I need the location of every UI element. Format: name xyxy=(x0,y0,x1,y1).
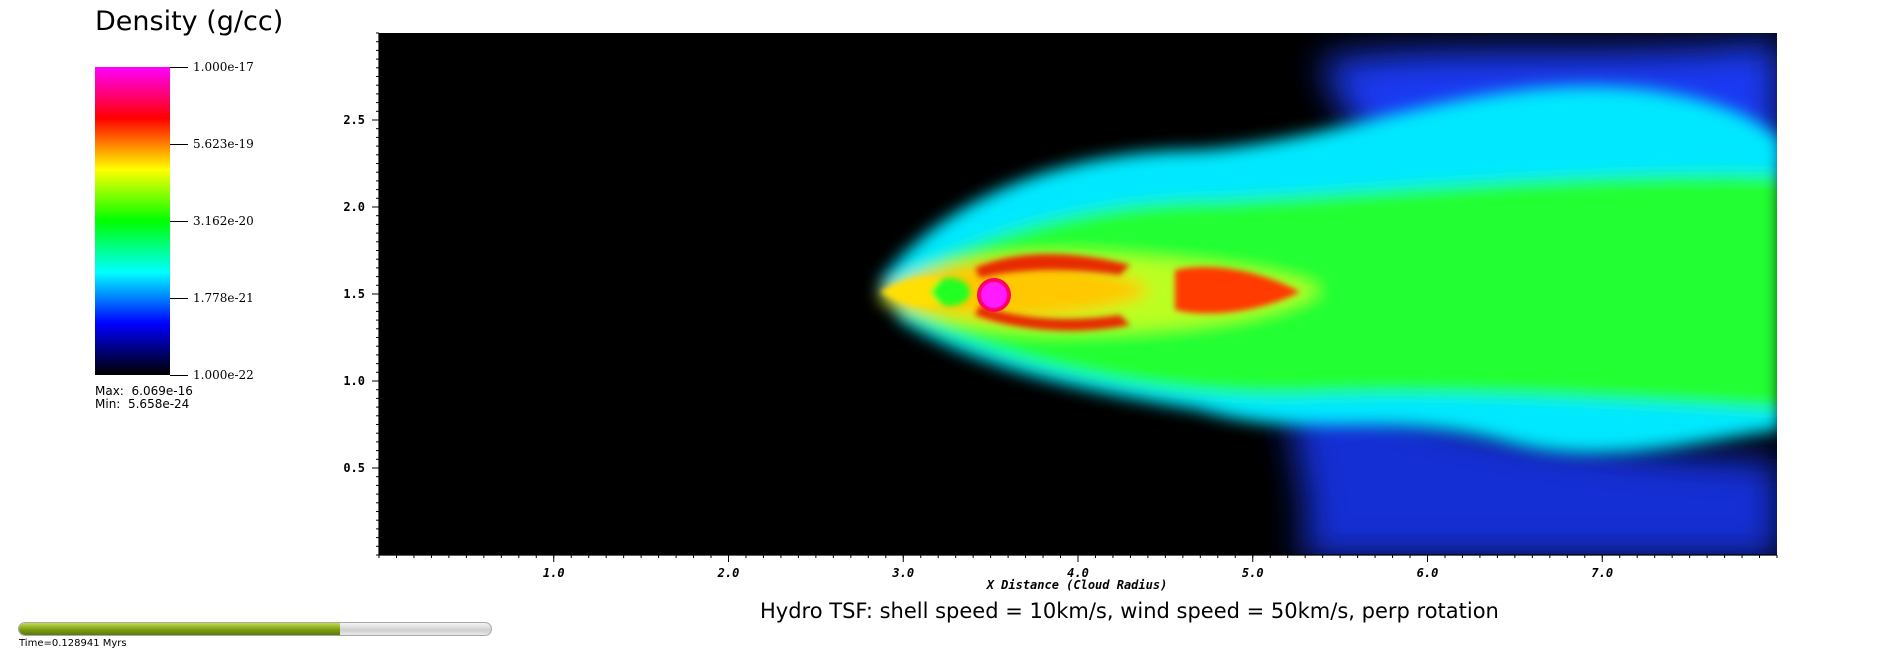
colorbar-tick xyxy=(170,67,188,68)
max-label: Max: xyxy=(95,384,124,398)
min-readout: Min: 5.658e-24 xyxy=(95,397,189,411)
y-tick-label: 0.5 xyxy=(343,461,365,475)
y-tick-label: 1.0 xyxy=(343,374,365,388)
time-label: Time=0.128941 Myrs xyxy=(19,638,127,649)
x-tick-label: 5.0 xyxy=(1242,566,1264,580)
x-axis-label: X Distance (Cloud Radius) xyxy=(986,578,1168,592)
min-label: Min: xyxy=(95,397,121,411)
time-progress-fill xyxy=(19,623,340,635)
colorbar-label-max: 1.000e-17 xyxy=(193,60,254,74)
time-progress-bar[interactable] xyxy=(18,622,492,636)
y-tick-label: 2.5 xyxy=(343,113,365,127)
gas-density-field xyxy=(880,40,1777,555)
y-ticks: 0.5 1.0 1.5 2.0 2.5 xyxy=(343,113,379,475)
max-readout: Max: 6.069e-16 xyxy=(95,384,193,398)
colorbar-label: 1.778e-21 xyxy=(193,291,254,305)
colorbar-tick xyxy=(170,375,188,376)
x-tick-label: 7.0 xyxy=(1591,566,1613,580)
x-tick-label: 4.0 xyxy=(1067,566,1089,580)
colorbar-label: 3.162e-20 xyxy=(193,214,254,228)
colorbar-title: Density (g/cc) xyxy=(95,6,284,37)
y-tick-label: 2.0 xyxy=(343,200,365,214)
max-value: 6.069e-16 xyxy=(131,384,193,398)
colorbar-label-min: 1.000e-22 xyxy=(193,368,254,382)
x-tick-label: 1.0 xyxy=(543,566,565,580)
colorbar-tick xyxy=(170,221,188,222)
colorbar-tick xyxy=(170,144,188,145)
x-tick-label: 3.0 xyxy=(891,566,914,580)
y-tick-label: 1.5 xyxy=(343,287,365,301)
x-ticks: 1.0 2.0 3.0 4.0 5.0 6.0 7.0 xyxy=(543,555,1613,580)
x-tick-label: 2.0 xyxy=(717,566,740,580)
dense-core xyxy=(977,278,1011,312)
min-value: 5.658e-24 xyxy=(127,397,190,411)
colorbar-label: 5.623e-19 xyxy=(193,137,254,151)
x-tick-label: 6.0 xyxy=(1417,566,1439,580)
chart-title: Hydro TSF: shell speed = 10km/s, wind sp… xyxy=(760,599,1499,623)
colorbar-gradient xyxy=(95,67,170,375)
colorbar-tick xyxy=(170,298,188,299)
